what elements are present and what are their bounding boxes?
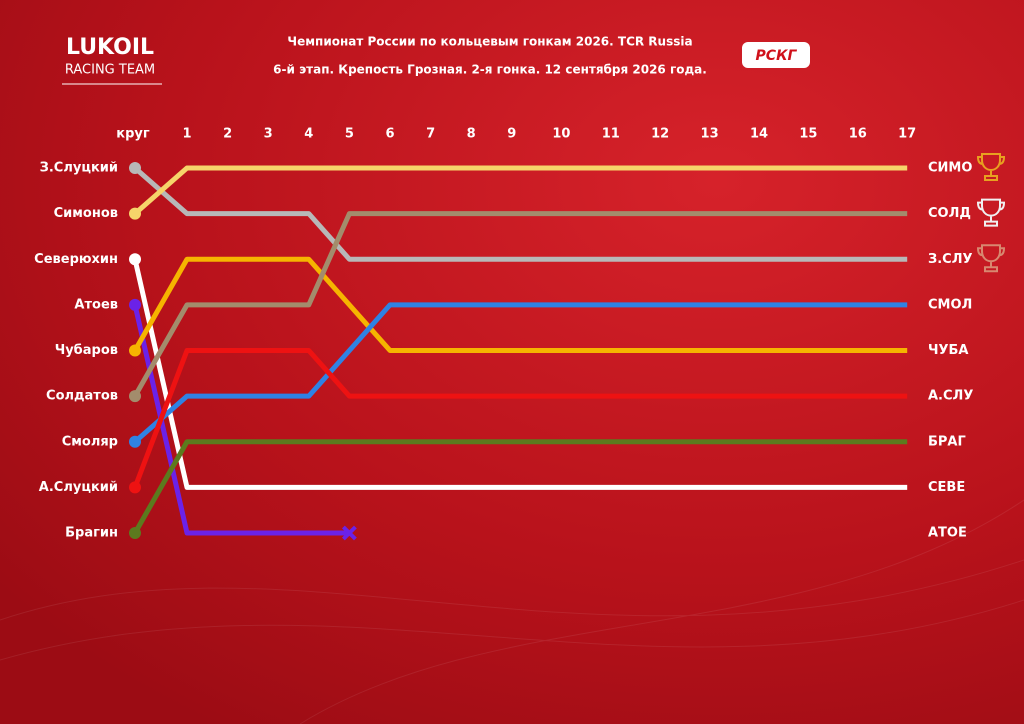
trophy (976, 244, 1006, 273)
x-tick-label: 14 (750, 127, 768, 142)
end-label: СИМО (928, 161, 972, 176)
end-label: СМОЛ (928, 297, 972, 312)
x-tick-label: 11 (602, 127, 620, 142)
driver-label: Смоляр (62, 434, 118, 449)
end-label: СОЛД (928, 206, 971, 221)
logo: LUKOIL (66, 35, 154, 60)
trophy (976, 153, 1006, 181)
end-label: ЧУБА (928, 343, 969, 358)
start-dot (129, 435, 141, 448)
position-line (132, 258, 908, 490)
chart-subtitle: 6-й этап. Крепость Грозная. 2-я гонка. 1… (273, 63, 707, 77)
start-dot (129, 527, 141, 539)
position-line (132, 439, 908, 535)
x-tick-label: 13 (701, 127, 719, 142)
end-label: БРАГ (928, 434, 966, 449)
x-tick-label: 4 (304, 127, 313, 142)
x-tick-label: 3 (264, 127, 273, 142)
x-tick-label: 12 (651, 127, 669, 142)
start-dot (129, 390, 141, 403)
series-logo: РСКГ (756, 48, 798, 64)
driver-label: Симонов (54, 206, 118, 221)
driver-label: Солдатов (46, 389, 118, 404)
end-label: СЕВЕ (928, 480, 965, 495)
driver-label: З.Слуцкий (40, 161, 118, 176)
x-tick-label: 5 (345, 127, 354, 142)
decor (0, 499, 1024, 724)
x-axis-label: круг (116, 127, 150, 142)
start-dot (129, 162, 141, 174)
start-dot (129, 481, 141, 494)
driver-label: Чубаров (55, 343, 118, 358)
position-line (132, 211, 908, 398)
x-tick-label: 2 (223, 127, 232, 142)
retired-mark (341, 525, 357, 541)
x-tick-label: 6 (385, 127, 394, 142)
x-tick-label: 16 (849, 127, 867, 142)
x-tick-label: 7 (426, 127, 435, 142)
x-tick-label: 9 (507, 127, 516, 142)
position-line (133, 166, 908, 262)
start-dot (129, 253, 141, 266)
end-label: АТОЕ (928, 526, 967, 541)
chart-title: Чемпионат России по кольцевым гонкам 202… (287, 35, 692, 49)
x-tick-label: 17 (898, 127, 916, 142)
driver-label: Атоев (74, 297, 118, 312)
x-tick-label: 15 (799, 127, 817, 142)
series-logo-bg (742, 42, 810, 68)
start-dot (129, 298, 141, 311)
driver-label: А.Слуцкий (39, 480, 118, 495)
position-line (133, 302, 908, 444)
position-line (132, 256, 908, 353)
driver-label: Северюхин (34, 252, 118, 267)
start-dot (129, 207, 141, 220)
driver-label: Брагин (65, 526, 118, 541)
x-tick-label: 1 (182, 127, 191, 142)
x-tick-label: 8 (467, 127, 476, 142)
end-label: А.СЛУ (928, 389, 973, 404)
position-line (132, 304, 350, 536)
end-label: З.СЛУ (928, 252, 973, 267)
x-tick-label: 10 (552, 127, 570, 142)
trophy (976, 198, 1006, 227)
start-dot (129, 344, 141, 357)
position-line (133, 165, 908, 216)
logo-team: RACING TEAM (65, 63, 155, 78)
position-line (132, 348, 908, 489)
